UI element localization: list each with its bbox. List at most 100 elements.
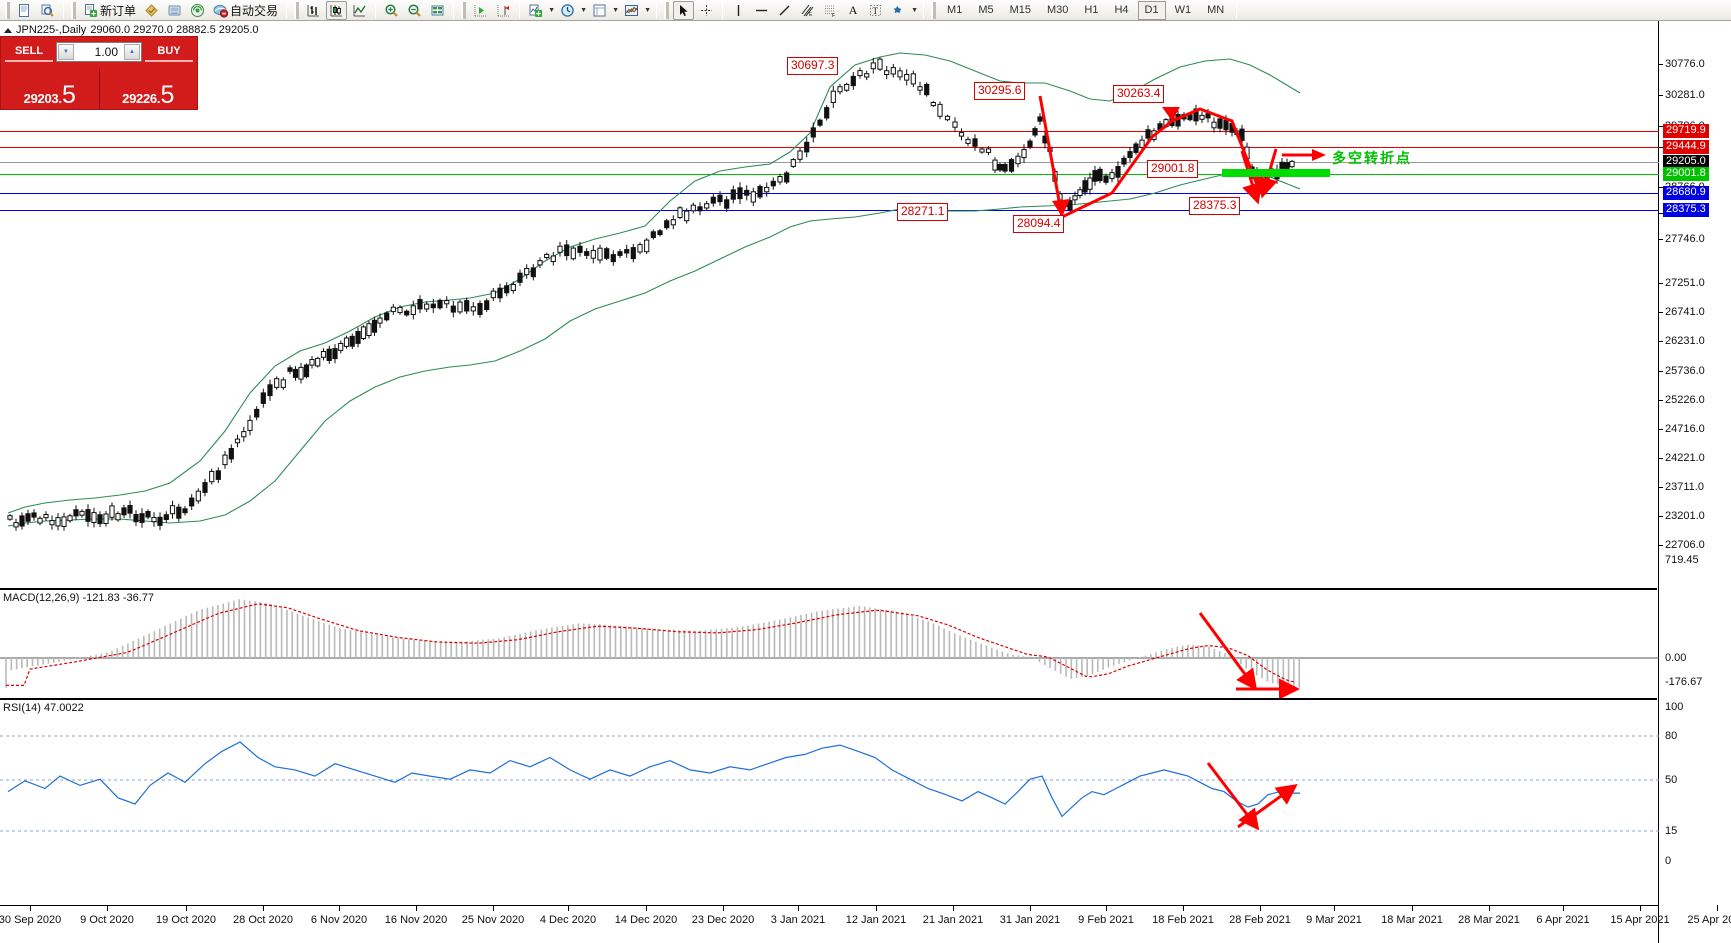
candle-body	[790, 159, 796, 167]
autotrading-button[interactable]: 自动交易	[210, 1, 281, 20]
macd-panel-separator	[0, 588, 1657, 590]
chart-template-dropdown-arrow[interactable]: ▼	[644, 6, 651, 14]
equidistant-channel-icon[interactable]: E	[797, 1, 818, 20]
zoom-out-icon[interactable]	[404, 1, 425, 20]
candle-body	[55, 517, 61, 527]
signals-icon[interactable]	[187, 1, 208, 20]
time-axis[interactable]: 30 Sep 2020 9 Oct 2020 19 Oct 2020 28 Oct 2…	[0, 905, 1731, 943]
chart-template-icon[interactable]	[621, 1, 642, 20]
cursor-icon[interactable]	[673, 0, 695, 20]
vertical-line-icon[interactable]	[728, 1, 749, 20]
trendline-icon[interactable]	[774, 1, 795, 20]
candle-body	[997, 164, 1003, 171]
price-tick	[1659, 126, 1663, 127]
chart-search-icon[interactable]	[37, 1, 58, 20]
zoom-in-icon[interactable]	[381, 1, 402, 20]
time-tick-label: 3 Jan 2021	[770, 914, 826, 926]
candle-body	[19, 515, 25, 527]
periods-dropdown-arrow[interactable]: ▼	[580, 6, 587, 14]
candle-body	[241, 431, 247, 438]
candle-body	[91, 512, 97, 524]
candle-body	[972, 138, 978, 147]
periods-icon[interactable]	[557, 1, 578, 20]
candle-body	[597, 247, 603, 261]
buy-price[interactable]: 29226 . 5	[100, 83, 198, 109]
time-axis-line	[0, 905, 1659, 906]
candle-body	[79, 510, 85, 516]
toolbar-grip-3[interactable]	[294, 1, 300, 19]
candle-body	[550, 255, 556, 262]
candle-body	[1199, 114, 1205, 120]
autotrading-label: 自动交易	[230, 3, 279, 18]
timeframe-m30[interactable]: M30	[1047, 4, 1069, 16]
auto-scroll-icon[interactable]	[470, 1, 491, 20]
price-tick	[1659, 458, 1663, 459]
toolbar-grip-5[interactable]	[664, 1, 670, 19]
candlestick-chart-icon[interactable]	[326, 0, 348, 20]
timeframe-m15[interactable]: M15	[1009, 4, 1031, 16]
toolbar-grip-4[interactable]	[461, 1, 467, 19]
macd-tick-label: -176.67	[1665, 676, 1703, 688]
fibonacci-retracement-icon[interactable]: F	[820, 1, 841, 20]
price-tick-label: 22706.0	[1665, 539, 1705, 551]
candle-body	[176, 506, 182, 519]
toolbar-grip[interactable]	[5, 1, 10, 19]
metaeditor-icon[interactable]	[164, 1, 185, 20]
price-axis-divider	[1658, 21, 1659, 943]
volume-value[interactable]: 1.00	[94, 44, 118, 59]
candle-body	[349, 335, 355, 347]
shapes-dropdown-arrow[interactable]: ▼	[911, 6, 918, 14]
time-tick	[493, 905, 494, 911]
chart-canvas[interactable]: MACD(12,26,9) -121.83 -36.77 RSI(14) 47.…	[0, 21, 1731, 943]
timeframe-m5[interactable]: M5	[978, 4, 994, 16]
new-chart-icon[interactable]	[14, 1, 35, 20]
toolbar-grip-6[interactable]	[931, 1, 937, 19]
new-order-button[interactable]: 新订单	[80, 1, 139, 20]
expert-advisor-icon[interactable]	[141, 1, 162, 20]
shapes-icon[interactable]	[888, 1, 909, 20]
horizontal-line-icon[interactable]	[751, 1, 772, 20]
toolbar-separator-2	[286, 1, 288, 19]
price-tick	[1659, 371, 1663, 372]
candle-body	[650, 231, 656, 239]
templates-icon[interactable]	[589, 1, 610, 20]
timeframe-w1[interactable]: W1	[1174, 4, 1192, 16]
text-label-icon[interactable]: T	[865, 1, 886, 20]
buy-button[interactable]: BUY	[145, 41, 193, 62]
price-tick	[1659, 400, 1663, 401]
toolbar-grip-2[interactable]	[71, 1, 76, 19]
timeframe-h4[interactable]: H4	[1114, 4, 1129, 16]
price-tick	[1659, 95, 1663, 96]
data-window-icon[interactable]	[427, 1, 448, 20]
chart-shift-icon[interactable]	[493, 1, 514, 20]
line-chart-icon[interactable]	[349, 1, 370, 20]
one-click-trading-panel[interactable]: SELL ▼ 1.00 ▲ BUY 29203 . 5 29226 .	[0, 36, 198, 110]
price-axis[interactable]: 30776.030281.029786.029291.028766.028256…	[1659, 21, 1731, 943]
candle-body	[390, 306, 396, 313]
indicators-icon[interactable]	[525, 1, 546, 20]
volume-decrease-button[interactable]: ▼	[58, 43, 74, 60]
templates-dropdown-arrow[interactable]: ▼	[612, 6, 619, 14]
price-tick-label: 23201.0	[1665, 510, 1705, 522]
timeframe-m1[interactable]: M1	[947, 4, 963, 16]
volume-increase-button[interactable]: ▲	[124, 43, 140, 60]
level-line-28680.9	[0, 193, 1659, 194]
candle-body	[1037, 116, 1043, 122]
timeframe-d1[interactable]: D1	[1137, 0, 1166, 20]
text-icon[interactable]: A	[848, 2, 858, 17]
sell-price[interactable]: 29203 . 5	[1, 83, 99, 109]
crosshair-icon[interactable]	[696, 1, 717, 20]
sell-button[interactable]: SELL	[5, 41, 53, 62]
bar-chart-icon[interactable]	[303, 1, 324, 20]
annotation-30295.6: 30295.6	[974, 82, 1026, 100]
indicators-dropdown-arrow[interactable]: ▼	[548, 6, 555, 14]
volume-field[interactable]: ▼ 1.00 ▲	[56, 41, 142, 62]
candle-body	[309, 359, 315, 366]
candle-body	[209, 470, 215, 483]
timeframe-mn[interactable]: MN	[1207, 4, 1225, 16]
candle-body	[145, 511, 151, 518]
timeframe-h1[interactable]: H1	[1084, 4, 1099, 16]
collapse-arrow-icon[interactable]	[4, 27, 12, 33]
symbol-info-bar: JPN225-,Daily 29060.0 29270.0 28882.5 29…	[4, 24, 259, 36]
candle-body	[824, 107, 830, 119]
